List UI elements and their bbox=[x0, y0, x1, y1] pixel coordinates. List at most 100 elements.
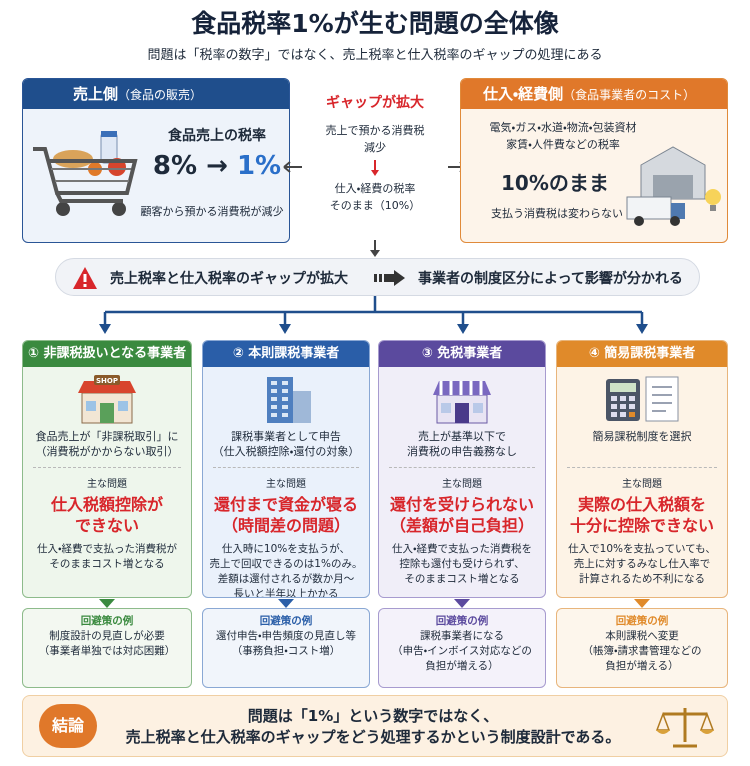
conclusion-badge: 結論 bbox=[39, 704, 97, 748]
column: ② 本則課税事業者 課税事業者として申告 （仕入税額控除・還付の対象） 主な問題 還付ま… bbox=[202, 340, 370, 598]
column: ① 非課税扱いとなる事業者 SHOP 食品売上が「非課税取引」に （消費税がかからない… bbox=[22, 340, 192, 598]
cost-header: 仕入・経費側（食品事業者のコスト） bbox=[461, 79, 727, 109]
column: ③ 免税事業者 売上が基準以下で 消費税の申告義務なし 主な問題 還付を受けられない （差… bbox=[378, 340, 546, 598]
description: 課税事業者として申告 （仕入税額控除・還付の対象） bbox=[213, 429, 360, 461]
icon-wrap bbox=[427, 373, 497, 429]
gap-arrows bbox=[283, 160, 467, 176]
sales-header: 売上側（食品の販売） bbox=[23, 79, 289, 109]
gap-top: 売上で預かる消費税 減少 bbox=[295, 122, 455, 156]
rate-from: 8% bbox=[152, 151, 198, 181]
page-title: 食品税率1%が生む問題の全体像 bbox=[191, 9, 559, 38]
problem: 仕入税額控除が できない bbox=[51, 494, 163, 536]
avoid-line: 負担が増える） bbox=[605, 660, 679, 672]
gap-line: そのまま（10%） bbox=[329, 199, 421, 212]
sales-heading: 食品売上の税率 bbox=[168, 128, 266, 144]
separator bbox=[212, 467, 360, 468]
detail-line: 売上で回収できるのは1%のみ。 bbox=[209, 558, 363, 570]
sales-box: 売上側（食品の販売） 食品売上の税率 8% → 1% 顧客から預かる消費税が減少 bbox=[22, 78, 290, 243]
avoid-line: 還付申告・申告頻度の見直し等 bbox=[215, 630, 357, 642]
avoid-box: 回避策の例本則課税へ変更 （帳簿・請求書管理などの 負担が増える） bbox=[556, 608, 728, 688]
column-header: ④ 簡易課税事業者 bbox=[557, 341, 727, 367]
avoid-box: 回避策の例還付申告・申告頻度の見直し等 （事務負担・コスト増） bbox=[202, 608, 370, 688]
detail-line: 差額は還付されるが数か月～ bbox=[217, 573, 355, 585]
avoid-line: （帳簿・請求書管理などの bbox=[582, 645, 702, 657]
cost-line: 家賃・人件費などの税率 bbox=[506, 138, 620, 151]
cost-caption: 支払う消費税は変わらない bbox=[491, 207, 623, 220]
avoid-pointer bbox=[278, 599, 294, 608]
detail-line: そのままコスト増となる bbox=[404, 573, 520, 585]
conclusion-text: 問題は「1%」という数字ではなく、 売上税率と仕入税率のギャップをどう処理するかと… bbox=[103, 706, 643, 748]
problem-label: 主な問題 bbox=[442, 479, 482, 490]
icon-wrap bbox=[251, 373, 321, 429]
avoid-line: （申告・インボイス対応などの bbox=[392, 645, 532, 657]
avoid-pointer bbox=[99, 599, 115, 608]
conclusion-line: 売上税率と仕入税率のギャップをどう処理するかという制度設計である。 bbox=[125, 728, 621, 746]
avoid-line: 負担が増える） bbox=[425, 660, 499, 672]
description-line: （消費税がかからない取引） bbox=[35, 445, 179, 458]
office-icon bbox=[267, 377, 311, 423]
description: 簡易課税制度を選択 bbox=[593, 429, 692, 461]
store-icon bbox=[433, 381, 491, 424]
description-line: 消費税の申告義務なし bbox=[407, 445, 517, 458]
problem-label: 主な問題 bbox=[266, 479, 306, 490]
detail-line: そのままコスト増となる bbox=[49, 558, 165, 570]
calculator-icon bbox=[606, 376, 679, 422]
banner-left: 売上税率と仕入税率のギャップが拡大 bbox=[110, 271, 348, 287]
cost-box: 仕入・経費側（食品事業者のコスト） 電気・ガス・水道・物流・包装資材 家賃・人件費… bbox=[460, 78, 728, 243]
problem-line: 実際の仕入税額を bbox=[577, 495, 706, 514]
icon-wrap bbox=[602, 373, 682, 429]
gap-line: 売上で預かる消費税 bbox=[325, 124, 425, 137]
cost-line: 電気・ガス・水道・物流・包装資材 bbox=[489, 121, 637, 134]
cost-lines: 電気・ガス・水道・物流・包装資材 家賃・人件費などの税率 bbox=[473, 119, 653, 153]
gap-bottom: 仕入・経費の税率 そのまま（10%） bbox=[295, 180, 455, 214]
problem-line: 十分に控除できない bbox=[569, 516, 714, 535]
icon-wrap: SHOP bbox=[72, 373, 142, 429]
problem: 還付を受けられない （差額が自己負担） bbox=[390, 494, 534, 536]
cart-icon bbox=[33, 131, 138, 216]
avoid-label: 回避策の例 bbox=[259, 615, 313, 627]
avoid-box: 回避策の例 制度設計の見直しが必要 （事業者単独では対応困難） bbox=[22, 608, 192, 688]
gap-line: 仕入・経費の税率 bbox=[334, 182, 416, 195]
branch-lines bbox=[99, 296, 648, 334]
avoid-label: 回避策の例 bbox=[615, 615, 669, 627]
shop-icon: SHOP bbox=[78, 375, 136, 424]
sales-note: （食品の販売） bbox=[118, 88, 203, 102]
detail-line: 仕入・経費で支払った消費税が bbox=[36, 543, 178, 555]
detail-line: 仕入時に10%を支払うが、 bbox=[221, 543, 351, 555]
problem-line: 還付を受けられない bbox=[389, 495, 534, 514]
detail-line: 仕入・経費で支払った消費税を bbox=[391, 543, 533, 555]
detail-line: 計算されるため不利になる bbox=[579, 573, 705, 585]
separator bbox=[33, 467, 181, 468]
gap-line: 減少 bbox=[364, 141, 386, 154]
problem-line: （差額が自己負担） bbox=[389, 516, 534, 535]
cost-label: 仕入・経費側 bbox=[483, 85, 564, 103]
detail-line: 長いと半年以上かかる bbox=[233, 588, 339, 598]
column-header: ② 本則課税事業者 bbox=[203, 341, 369, 367]
detail-line: 控除も還付も受けられず、 bbox=[399, 558, 525, 570]
down-arrow bbox=[370, 240, 380, 257]
column-header: ① 非課税扱いとなる事業者 bbox=[23, 341, 191, 367]
cost-rate: 10%のまま bbox=[501, 171, 609, 195]
detail-line: 売上に対するみなし仕入率で bbox=[573, 558, 711, 570]
scales-icon bbox=[655, 708, 715, 748]
problem: 実際の仕入税額を 十分に控除できない bbox=[570, 494, 714, 536]
problem-label: 主な問題 bbox=[622, 479, 662, 490]
avoid-line: 本則課税へ変更 bbox=[605, 630, 679, 642]
sales-caption: 顧客から預かる消費税が減少 bbox=[140, 205, 284, 218]
description-line: 簡易課税制度を選択 bbox=[592, 430, 692, 443]
conclusion-box: 結論 問題は「1%」という数字ではなく、 売上税率と仕入税率のギャップをどう処理す… bbox=[22, 695, 728, 757]
banner-right: 事業者の制度区分によって影響が分かれる bbox=[418, 271, 683, 287]
gap-title: ギャップが拡大 bbox=[326, 95, 424, 111]
avoid-line: （事務負担・コスト増） bbox=[231, 645, 341, 657]
banner: 売上税率と仕入税率のギャップが拡大 事業者の制度区分によって影響が分かれる bbox=[55, 258, 700, 296]
column: ④ 簡易課税事業者簡易課税制度を選択 主な問題実際の仕入税額を 十分に控除できない仕… bbox=[556, 340, 728, 598]
column-header: ③ 免税事業者 bbox=[379, 341, 545, 367]
avoid-label: 回避策の例 bbox=[435, 615, 489, 627]
problem-label: 主な問題 bbox=[87, 479, 127, 490]
avoid-line: 制度設計の見直しが必要 bbox=[49, 630, 165, 642]
warning-icon bbox=[73, 267, 97, 289]
separator bbox=[388, 467, 536, 468]
detail-line: 仕入で10%を支払っていても、 bbox=[568, 543, 716, 555]
page-subtitle: 問題は「税率の数字」ではなく、売上税率と仕入税率のギャップの処理にある bbox=[147, 48, 603, 63]
